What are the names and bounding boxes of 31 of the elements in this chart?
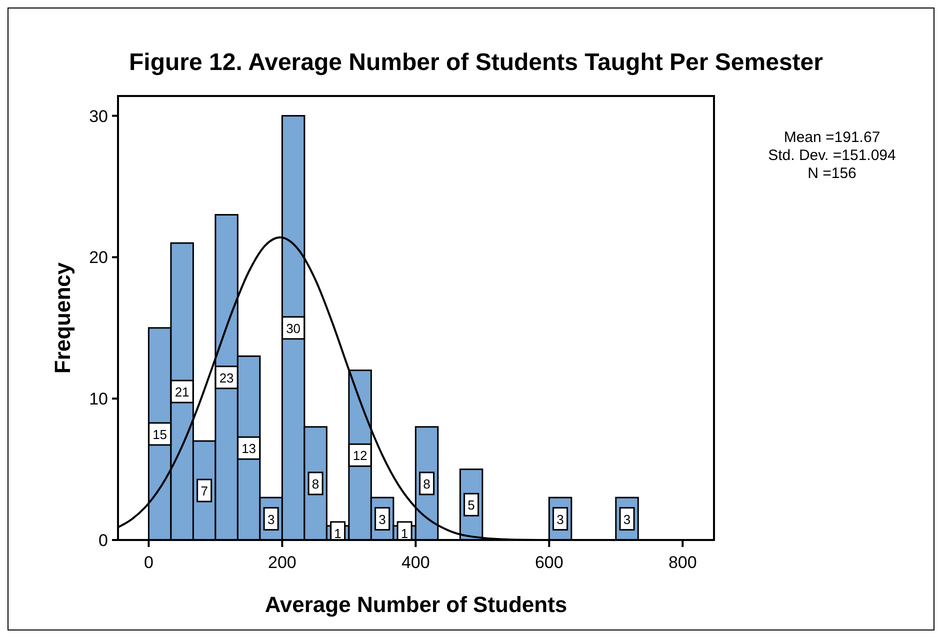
data-label: 8 bbox=[312, 476, 320, 492]
data-label: 15 bbox=[152, 426, 168, 442]
x-tick-label: 400 bbox=[401, 553, 430, 572]
data-label: 1 bbox=[334, 526, 342, 541]
x-tick-label: 0 bbox=[144, 553, 154, 572]
data-label: 3 bbox=[378, 512, 386, 527]
data-label: 5 bbox=[468, 498, 475, 513]
data-label: 23 bbox=[219, 370, 234, 386]
data-label: 12 bbox=[352, 448, 368, 464]
data-label: 1 bbox=[400, 526, 408, 541]
data-label: 7 bbox=[200, 484, 208, 499]
x-tick-label: 600 bbox=[534, 553, 564, 572]
data-label: 3 bbox=[267, 512, 275, 527]
data-label: 21 bbox=[174, 384, 190, 400]
x-axis-title: Average Number of Students bbox=[264, 592, 568, 617]
x-tick-label: 200 bbox=[268, 553, 296, 572]
text: N =156 bbox=[808, 165, 856, 182]
data-label: 8 bbox=[423, 476, 430, 492]
x-tick-label: 800 bbox=[668, 553, 697, 572]
data-label: 3 bbox=[623, 512, 631, 527]
y-tick-label: 0 bbox=[98, 531, 108, 550]
chart-title: Figure 12. Average Number of Students Taught Per Semester bbox=[129, 49, 823, 76]
data-label: 13 bbox=[242, 441, 256, 456]
y-tick-label: 20 bbox=[89, 248, 108, 268]
y-tick-label: 30 bbox=[89, 106, 108, 126]
data-label: 3 bbox=[556, 512, 564, 527]
y-tick-label: 10 bbox=[89, 390, 108, 409]
text: Mean =191.67 bbox=[784, 129, 880, 146]
text: Std. Dev. =151.094 bbox=[768, 147, 896, 164]
data-label: 30 bbox=[286, 320, 301, 336]
y-axis-title: Frequency bbox=[50, 262, 75, 374]
